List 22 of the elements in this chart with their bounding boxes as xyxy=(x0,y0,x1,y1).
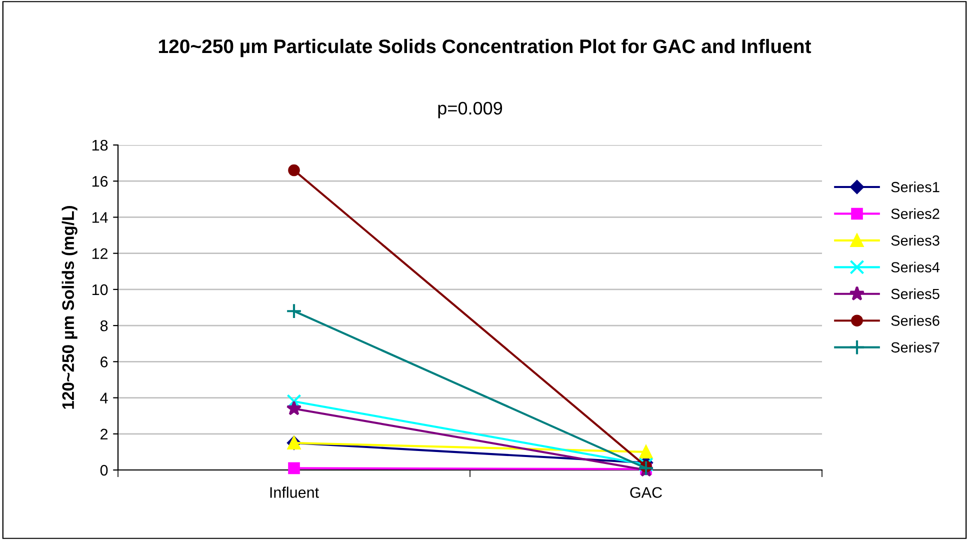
legend-label: Series1 xyxy=(891,182,940,192)
legend-label: Series6 xyxy=(891,315,940,326)
y-tick-label: 6 xyxy=(100,356,108,368)
y-tick-label: 16 xyxy=(92,176,108,187)
y-tick-label: 18 xyxy=(92,140,108,151)
legend-label: Series3 xyxy=(891,234,940,246)
y-axis-title: 120~250 µm Solids (mg/L) xyxy=(62,206,78,409)
y-tick-label: 2 xyxy=(100,428,108,440)
legend-label: Series2 xyxy=(891,208,940,219)
y-tick-label: 0 xyxy=(100,464,108,476)
chart-subtitle: p=0.009 xyxy=(438,102,502,118)
legend-label: Series5 xyxy=(891,288,940,300)
y-tick-label: 14 xyxy=(92,212,108,223)
x-tick-label: Influent xyxy=(270,486,319,498)
y-tick-label: 12 xyxy=(92,248,108,259)
y-tick-label: 8 xyxy=(100,320,108,332)
legend-label: Series4 xyxy=(891,262,940,272)
y-tick-label: 10 xyxy=(92,284,108,296)
y-tick-label: 4 xyxy=(100,392,108,404)
legend-label: Series7 xyxy=(891,342,940,353)
x-tick-label: GAC xyxy=(630,487,662,498)
chart-title: 120~250 µm Particulate Solids Concentration Plot for GAC and Influent xyxy=(158,38,812,58)
